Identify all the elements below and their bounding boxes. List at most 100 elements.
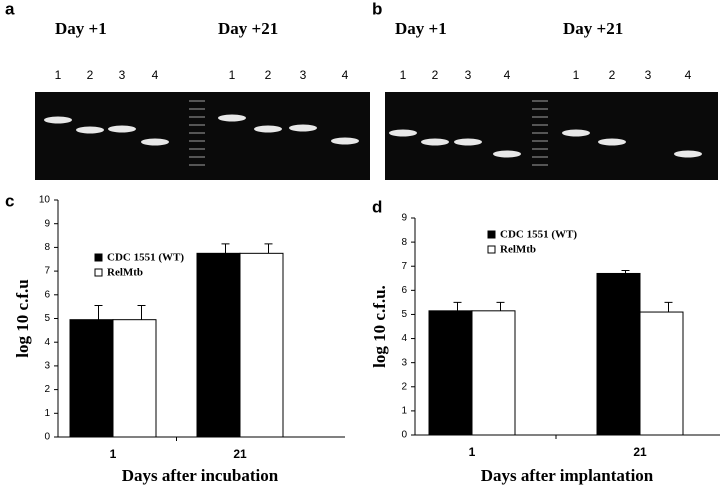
- error-bar: [94, 304, 103, 320]
- x-tick-label: 1: [110, 447, 117, 461]
- y-tick-label: 6: [401, 285, 407, 296]
- ladder-band: [189, 124, 205, 126]
- y-tick-label: 10: [39, 195, 51, 206]
- lane-number: 4: [152, 68, 159, 82]
- bar: [112, 319, 157, 438]
- ladder-band: [532, 100, 548, 102]
- y-tick-label: 4: [401, 333, 407, 344]
- bar: [639, 311, 684, 436]
- gel-band: [218, 114, 246, 122]
- gel-band: [389, 129, 417, 137]
- error-bar: [137, 304, 146, 320]
- legend-swatch: [94, 268, 103, 277]
- error-bar: [496, 301, 505, 311]
- error-bar: [453, 301, 462, 311]
- ladder-band: [532, 124, 548, 126]
- gel-band: [44, 116, 72, 124]
- panel-label: d: [372, 197, 382, 216]
- lane-number: 1: [573, 68, 580, 82]
- legend-label: RelMtb: [107, 267, 143, 279]
- lane-number: 3: [645, 68, 652, 82]
- bar: [428, 310, 473, 436]
- lane-number: 3: [119, 68, 126, 82]
- panel-label: b: [372, 0, 382, 18]
- legend-swatch: [487, 245, 496, 254]
- lane-number: 2: [432, 68, 439, 82]
- x-axis-title: Days after implantation: [481, 466, 654, 485]
- ladder-band: [532, 140, 548, 142]
- lane-number: 1: [400, 68, 407, 82]
- ladder-band: [189, 108, 205, 110]
- legend-label: CDC 1551 (WT): [107, 252, 184, 264]
- y-tick-label: 5: [44, 313, 50, 324]
- y-tick-label: 2: [44, 384, 50, 395]
- x-axis-title: Days after incubation: [122, 466, 279, 485]
- legend-label: RelMtb: [500, 244, 536, 256]
- gel-image: [385, 92, 718, 180]
- ladder-band: [532, 108, 548, 110]
- ladder-band: [532, 164, 548, 166]
- bar: [196, 252, 241, 438]
- gel-band: [598, 138, 626, 146]
- day-label: Day +21: [218, 19, 278, 38]
- lane-number: 1: [229, 68, 236, 82]
- bar: [69, 319, 114, 438]
- lane-number: 4: [685, 68, 692, 82]
- y-tick-label: 3: [401, 357, 407, 368]
- legend-label: CDC 1551 (WT): [500, 229, 577, 241]
- lane-number: 2: [609, 68, 616, 82]
- y-tick-label: 8: [44, 242, 50, 253]
- gel-band: [493, 150, 521, 158]
- y-tick-label: 8: [401, 237, 407, 248]
- bar: [596, 272, 641, 436]
- gel-band: [289, 124, 317, 132]
- lane-number: 2: [87, 68, 94, 82]
- lane-number: 3: [465, 68, 472, 82]
- gel-band: [454, 138, 482, 146]
- ladder-band: [189, 100, 205, 102]
- gel-band: [108, 125, 136, 133]
- gel-band: [331, 137, 359, 145]
- gel-band: [76, 126, 104, 134]
- y-tick-label: 4: [44, 337, 50, 348]
- gel-band: [254, 125, 282, 133]
- y-axis-title: log 10 c.f.u.: [370, 285, 389, 368]
- y-tick-label: 9: [44, 218, 50, 229]
- gel-image: [35, 92, 370, 180]
- day-label: Day +1: [395, 19, 447, 38]
- y-tick-label: 7: [44, 266, 50, 277]
- y-tick-label: 6: [44, 289, 50, 300]
- x-tick-label: 1: [469, 445, 476, 459]
- gel-band: [674, 150, 702, 158]
- gel-band: [141, 138, 169, 146]
- error-bar: [264, 243, 273, 254]
- y-tick-label: 0: [44, 432, 50, 443]
- y-tick-label: 0: [401, 430, 407, 441]
- ladder-band: [189, 140, 205, 142]
- x-tick-label: 21: [233, 447, 247, 461]
- y-tick-label: 3: [44, 361, 50, 372]
- y-tick-label: 1: [44, 408, 50, 419]
- legend-swatch: [487, 230, 496, 239]
- gel-band: [562, 129, 590, 137]
- error-bar: [664, 301, 673, 313]
- bar: [471, 310, 516, 436]
- panel-label: a: [5, 0, 15, 18]
- error-bar: [621, 270, 630, 274]
- lane-number: 4: [342, 68, 349, 82]
- lane-number: 3: [300, 68, 307, 82]
- ladder-band: [189, 164, 205, 166]
- y-tick-label: 2: [401, 381, 407, 392]
- ladder-band: [532, 148, 548, 150]
- ladder-band: [532, 156, 548, 158]
- x-tick-label: 21: [633, 445, 647, 459]
- ladder-band: [189, 148, 205, 150]
- ladder-band: [532, 132, 548, 134]
- y-tick-label: 5: [401, 309, 407, 320]
- error-bar: [221, 243, 230, 254]
- lane-number: 2: [265, 68, 272, 82]
- lane-number: 4: [504, 68, 511, 82]
- day-label: Day +21: [563, 19, 623, 38]
- ladder-band: [189, 132, 205, 134]
- y-tick-label: 9: [401, 213, 407, 224]
